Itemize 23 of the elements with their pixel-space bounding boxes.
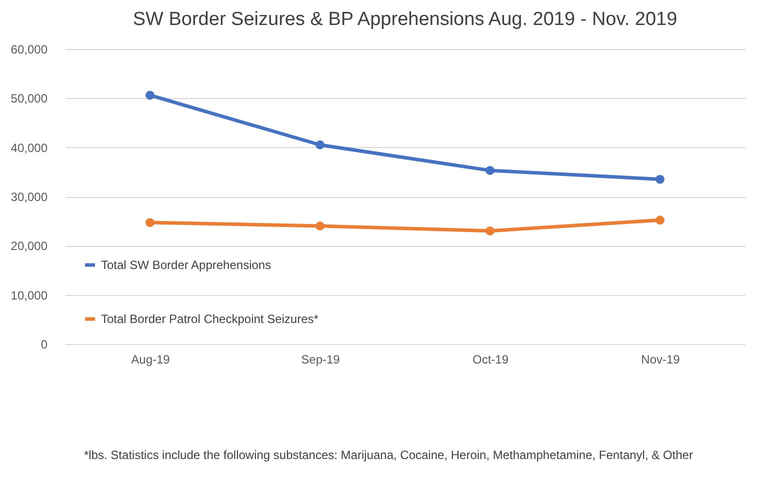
y-tick-label: 40,000 xyxy=(10,140,48,155)
legend-label: Total Border Patrol Checkpoint Seizures* xyxy=(101,312,319,326)
y-tick-label: 10,000 xyxy=(10,288,48,302)
point xyxy=(656,174,664,184)
x-tick-label: Oct-19 xyxy=(472,352,509,366)
y-tick-label: 50,000 xyxy=(10,92,48,106)
legend-label: Total SW Border Apprehensions xyxy=(101,258,272,272)
point xyxy=(486,166,494,175)
point xyxy=(146,218,154,228)
chart-title: SW Border Seizures & BP Apprehensions Aug. 2019 - Nov. 2019 xyxy=(132,9,678,30)
y-tick-label: 0 xyxy=(40,338,48,352)
y-tick-label: 30,000 xyxy=(10,190,48,204)
point xyxy=(146,90,154,100)
point xyxy=(656,216,664,225)
y-tick-label: 20,000 xyxy=(10,239,48,254)
text: *lbs. Statistics include the following substances: Marijuana, Cocaine, Heroin, Methamphetamine, Fentanyl, & Other xyxy=(84,448,694,463)
x-tick-label: Sep-19 xyxy=(301,352,340,366)
x-tick-label: Nov-19 xyxy=(641,352,680,366)
point xyxy=(316,222,324,230)
point xyxy=(316,140,324,150)
x-tick-label: Aug-19 xyxy=(131,352,170,366)
point xyxy=(486,226,494,236)
y-tick-label: 60,000 xyxy=(10,42,48,56)
